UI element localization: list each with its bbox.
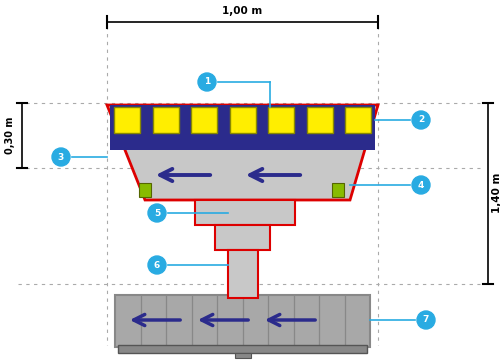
Bar xyxy=(235,353,251,358)
Text: 4: 4 xyxy=(418,180,424,190)
Bar xyxy=(230,107,256,133)
Bar xyxy=(191,107,217,133)
Text: 0,30 m: 0,30 m xyxy=(5,116,15,154)
Circle shape xyxy=(417,311,435,329)
Bar xyxy=(332,183,344,197)
Polygon shape xyxy=(110,105,375,140)
Text: 2: 2 xyxy=(418,116,424,125)
Text: 1: 1 xyxy=(204,78,210,87)
Circle shape xyxy=(148,204,166,222)
Text: 6: 6 xyxy=(154,261,160,270)
Bar xyxy=(139,183,151,197)
Text: 7: 7 xyxy=(423,316,429,325)
Bar xyxy=(228,250,258,298)
Circle shape xyxy=(148,256,166,274)
Bar xyxy=(268,107,294,133)
Bar xyxy=(306,107,332,133)
Bar xyxy=(152,107,178,133)
Bar xyxy=(115,295,370,347)
Bar xyxy=(114,107,140,133)
Text: 1,40 m: 1,40 m xyxy=(492,173,500,213)
Bar xyxy=(195,200,295,225)
Text: 1,00 m: 1,00 m xyxy=(222,6,262,16)
Bar xyxy=(118,345,367,353)
Polygon shape xyxy=(107,105,378,200)
Bar xyxy=(215,225,270,250)
Text: 5: 5 xyxy=(154,209,160,217)
Bar xyxy=(345,107,371,133)
Text: 3: 3 xyxy=(58,152,64,161)
Circle shape xyxy=(412,176,430,194)
Polygon shape xyxy=(110,140,375,150)
Circle shape xyxy=(52,148,70,166)
Circle shape xyxy=(198,73,216,91)
Circle shape xyxy=(412,111,430,129)
